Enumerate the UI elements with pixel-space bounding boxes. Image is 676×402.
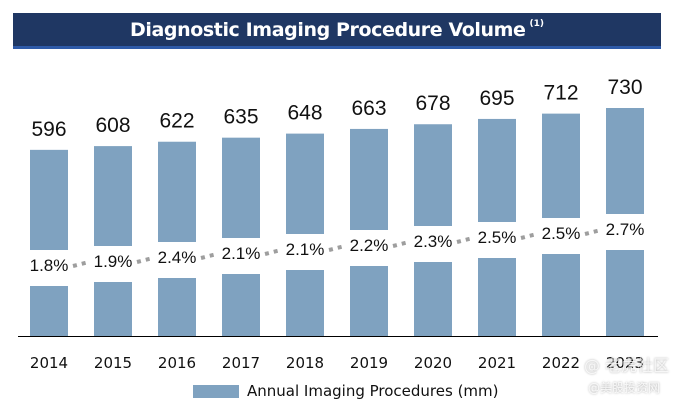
growth-label-2016: 2.4% [158, 248, 197, 267]
bar-upper-2017 [222, 137, 260, 238]
growth-trend-segment [136, 256, 154, 264]
x-tick-label-2019: 2019 [350, 354, 388, 372]
growth-trend-segment [520, 232, 538, 240]
bar-upper-2019 [350, 128, 388, 230]
value-label-2022: 712 [543, 82, 578, 105]
legend-label: Annual Imaging Procedures (mm) [247, 382, 499, 400]
growth-label-2014: 1.8% [30, 256, 69, 275]
bar-upper-2023 [606, 108, 644, 214]
x-tick-label-2018: 2018 [286, 354, 324, 372]
value-label-2023: 730 [607, 76, 642, 99]
bar-upper-2022 [542, 113, 580, 218]
growth-label-2022: 2.5% [542, 224, 581, 243]
value-label-2020: 678 [415, 92, 450, 115]
x-tick-label-2016: 2016 [158, 354, 196, 372]
value-label-2016: 622 [159, 110, 194, 133]
x-tick-label-2015: 2015 [94, 354, 132, 372]
value-label-2017: 635 [223, 106, 258, 129]
watermark-subtext: @美股投资网 [588, 381, 661, 395]
x-tick-label-2014: 2014 [30, 354, 68, 372]
value-label-2021: 695 [479, 87, 514, 110]
x-tick-label-2023: 2023 [606, 354, 644, 372]
value-label-2018: 648 [287, 102, 322, 125]
bar-lower-2023 [606, 250, 644, 336]
bar-lower-2019 [350, 266, 388, 336]
x-tick-label-2021: 2021 [478, 354, 516, 372]
growth-trend-segment [328, 244, 346, 252]
x-tick-label-2022: 2022 [542, 354, 580, 372]
chart-title-footnote: (1) [529, 18, 545, 29]
value-label-2019: 663 [351, 97, 386, 120]
growth-label-2017: 2.1% [222, 244, 261, 263]
bar-upper-2020 [414, 124, 452, 226]
bar-lower-2020 [414, 262, 452, 336]
bar-lower-2018 [286, 270, 324, 336]
growth-trend-segment [584, 228, 602, 236]
growth-label-2019: 2.2% [350, 236, 389, 255]
bar-upper-2014 [30, 149, 68, 250]
bar-lower-2022 [542, 254, 580, 336]
bar-upper-2016 [158, 141, 196, 242]
bar-lower-2021 [478, 258, 516, 336]
chart-title-bar: Diagnostic Imaging Procedure Volume (1) [13, 13, 661, 49]
growth-trend-segment [264, 248, 282, 256]
bar-lower-2015 [94, 282, 132, 336]
x-tick-label-2020: 2020 [414, 354, 452, 372]
chart-legend: Annual Imaging Procedures (mm) [193, 381, 499, 401]
value-label-2014: 596 [31, 118, 66, 141]
growth-trend-segment [456, 236, 474, 244]
growth-trend-segment [200, 252, 218, 260]
bar-lower-2016 [158, 278, 196, 336]
x-tick-label-2017: 2017 [222, 354, 260, 372]
growth-label-2021: 2.5% [478, 228, 517, 247]
bar-upper-2015 [94, 146, 132, 246]
bar-upper-2018 [286, 133, 324, 234]
growth-trend-segment [72, 260, 90, 268]
value-label-2015: 608 [95, 114, 130, 137]
growth-label-2015: 1.9% [94, 252, 133, 271]
growth-label-2020: 2.3% [414, 232, 453, 251]
legend-swatch [193, 384, 239, 398]
growth-trend-segment [392, 240, 410, 248]
growth-label-2018: 2.1% [286, 240, 325, 259]
bar-lower-2017 [222, 274, 260, 336]
bar-upper-2021 [478, 118, 516, 222]
growth-label-2023: 2.7% [606, 220, 645, 239]
watermark-text: @ 老虎社区 [584, 356, 670, 375]
bar-lower-2014 [30, 286, 68, 336]
chart-title: Diagnostic Imaging Procedure Volume [129, 18, 526, 41]
